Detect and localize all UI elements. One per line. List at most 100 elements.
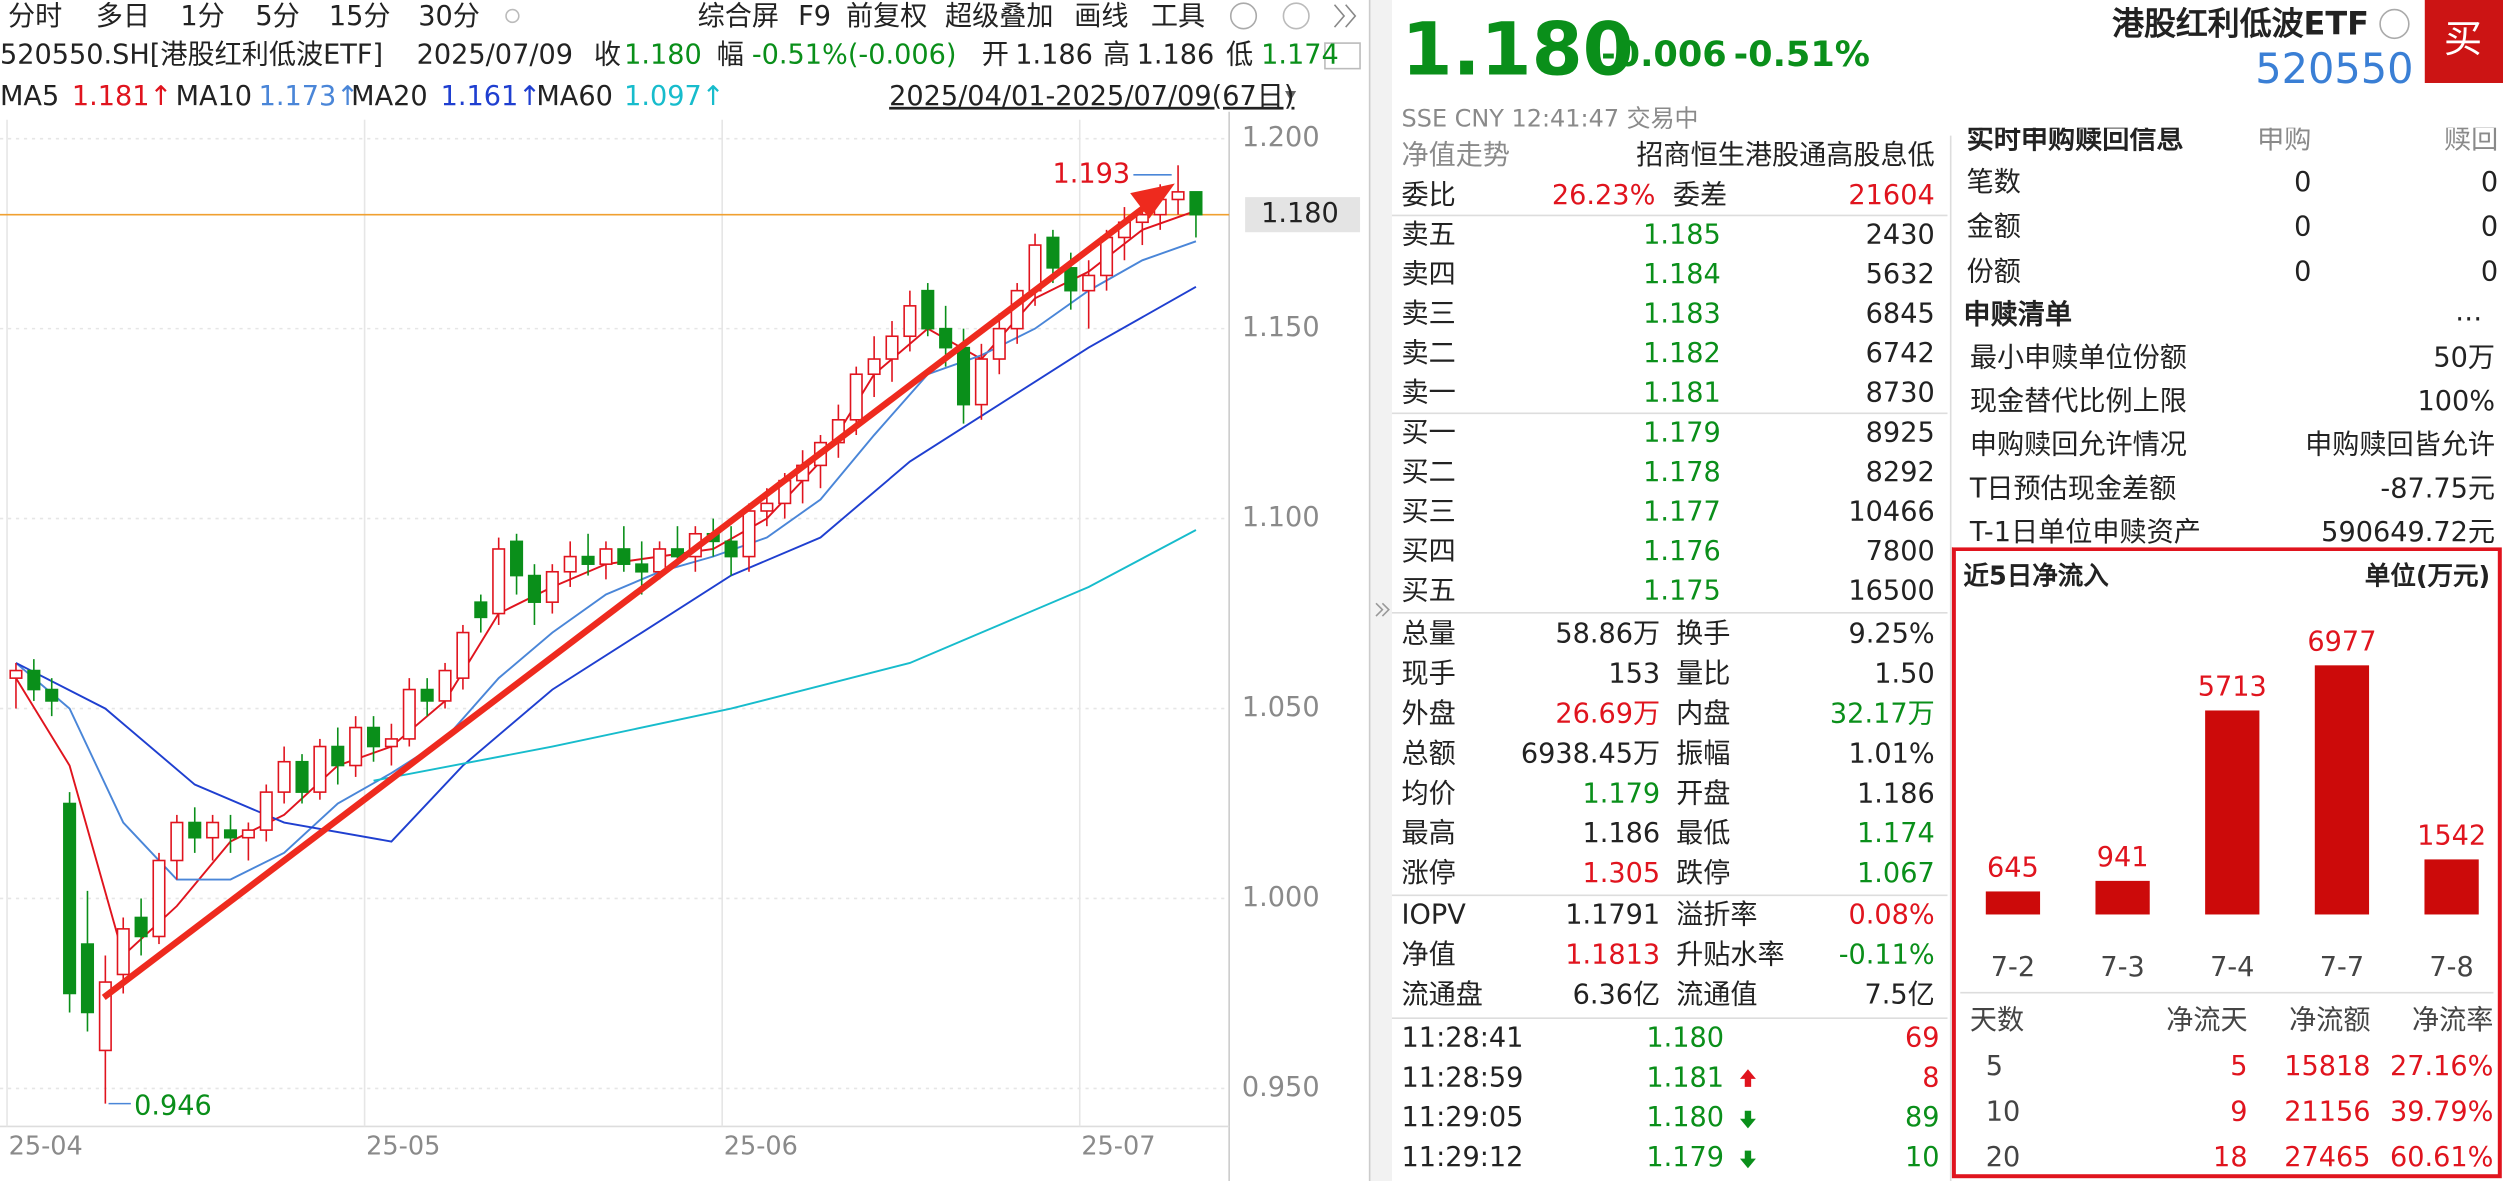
book-price: 1.178 bbox=[1643, 457, 1721, 488]
annotation-label: 0.946 bbox=[134, 1090, 212, 1121]
ma-legend-name: MA20 bbox=[351, 81, 427, 112]
candle-body bbox=[1135, 213, 1149, 224]
tool-button[interactable]: F9 bbox=[798, 1, 831, 32]
y-tick-label: 1.000 bbox=[1242, 882, 1320, 913]
period-tab[interactable]: 1分 bbox=[180, 1, 224, 32]
candle-body bbox=[27, 669, 41, 691]
stat-label: 总量 bbox=[1402, 619, 1456, 650]
y-tick-label: 1.150 bbox=[1242, 312, 1320, 343]
tool-button[interactable]: 超级叠加 bbox=[945, 1, 1054, 32]
stat-label: 换手 bbox=[1676, 619, 1730, 650]
annotation-label: 1.193 bbox=[1053, 158, 1131, 189]
book-level: 买四 bbox=[1402, 536, 1456, 567]
expand-icon[interactable] bbox=[1333, 4, 1357, 28]
help-icon[interactable] bbox=[1282, 2, 1310, 30]
trade-arrow bbox=[1739, 1110, 1756, 1129]
dropdown-icon[interactable] bbox=[1285, 90, 1297, 101]
table-cell: 18 bbox=[2213, 1142, 2248, 1173]
ma-legend-value: 1.173↑ bbox=[259, 81, 359, 112]
period-tab[interactable]: 5分 bbox=[255, 1, 299, 32]
stat-value: 0.08% bbox=[1849, 900, 1935, 931]
table-cell: 5 bbox=[2230, 1051, 2247, 1082]
row-value: 0 bbox=[2481, 167, 2498, 198]
x-tick-label: 7-4 bbox=[2210, 952, 2254, 983]
quote-close-label: 收 bbox=[594, 39, 621, 70]
row-label: 申购赎回允许情况 bbox=[1970, 430, 2187, 461]
x-tick-label: 25-04 bbox=[9, 1131, 83, 1161]
candle-body bbox=[617, 548, 631, 565]
tool-button[interactable]: 画线 bbox=[1074, 1, 1128, 32]
table-header: 净流天 bbox=[2166, 1005, 2247, 1036]
book-volume: 7800 bbox=[1866, 536, 1935, 567]
buy-button[interactable] bbox=[2424, 0, 2503, 83]
stat-value: 32.17万 bbox=[1830, 698, 1935, 729]
candle-body bbox=[241, 829, 255, 839]
collapse-icon[interactable] bbox=[1375, 602, 1390, 617]
range-label[interactable]: 2025/04/01-2025/07/09(67日) bbox=[889, 81, 1294, 112]
toolbar-icon[interactable] bbox=[505, 8, 520, 24]
book-price: 1.181 bbox=[1643, 377, 1721, 408]
row-label: 笔数 bbox=[1967, 167, 2021, 198]
book-level: 买二 bbox=[1402, 457, 1456, 488]
stat-label: 量比 bbox=[1676, 659, 1730, 690]
tool-button[interactable]: 工具 bbox=[1151, 1, 1205, 32]
candle-body bbox=[349, 726, 363, 767]
quote-low: 1.174 bbox=[1261, 39, 1339, 70]
stat-label: 总额 bbox=[1402, 738, 1456, 769]
stat-value: 1.1813 bbox=[1565, 939, 1660, 970]
quote-change: -0.51%(-0.006) bbox=[752, 39, 957, 70]
stat-label: IOPV bbox=[1402, 900, 1467, 931]
book-price: 1.185 bbox=[1643, 220, 1721, 251]
ma-legend-value: 1.097↑ bbox=[624, 81, 724, 112]
last-price-label: 1.180 bbox=[1261, 198, 1339, 229]
buy-label[interactable]: 买 bbox=[2444, 17, 2482, 62]
trade-price: 1.180 bbox=[1646, 1022, 1724, 1053]
row-value: 0 bbox=[2294, 256, 2311, 287]
trade-arrow bbox=[1739, 1150, 1756, 1169]
stat-value: 1.174 bbox=[1857, 818, 1935, 849]
ma-line bbox=[373, 529, 1197, 782]
period-tab[interactable]: 15分 bbox=[329, 1, 391, 32]
table-cell: 5 bbox=[1986, 1051, 2003, 1082]
info-icon[interactable] bbox=[2379, 8, 2410, 40]
bar-value-label: 645 bbox=[1987, 853, 2039, 884]
candle-body bbox=[903, 305, 917, 338]
candle-body bbox=[1189, 191, 1203, 216]
book-level: 卖一 bbox=[1402, 377, 1456, 408]
row-label: 金额 bbox=[1967, 212, 2021, 243]
candle-body bbox=[581, 555, 595, 565]
stat-value: 58.86万 bbox=[1555, 619, 1660, 650]
book-volume: 2430 bbox=[1866, 220, 1935, 251]
clip-cover bbox=[1952, 545, 2503, 548]
candle-body bbox=[867, 358, 881, 376]
row-value: 申购赎回皆允许 bbox=[2305, 430, 2495, 461]
book-volume: 10466 bbox=[1848, 496, 1934, 527]
period-tab[interactable]: 分时 bbox=[8, 1, 62, 32]
ratio-label: 委比 bbox=[1402, 180, 1456, 211]
row-label: 现金替代比例上限 bbox=[1970, 386, 2187, 417]
period-tab[interactable]: 30分 bbox=[418, 1, 480, 32]
tool-button[interactable]: 综合屏 bbox=[698, 1, 779, 32]
book-level: 买五 bbox=[1402, 575, 1456, 606]
stat-value: -0.11% bbox=[1839, 939, 1935, 970]
candle-body bbox=[1082, 274, 1096, 292]
candle-body bbox=[1046, 236, 1060, 269]
quote-open: 1.186 bbox=[1015, 39, 1093, 70]
candle-body bbox=[939, 327, 953, 349]
settings-icon[interactable] bbox=[1229, 2, 1258, 30]
candle-body bbox=[366, 726, 381, 748]
chart-title: 近5日净流入 bbox=[1963, 562, 2109, 592]
more-button[interactable]: … bbox=[2455, 296, 2482, 327]
candle-body bbox=[420, 688, 434, 702]
tool-button[interactable]: 前复权 bbox=[846, 1, 927, 32]
ma-legend-value: 1.161↑ bbox=[441, 81, 541, 112]
candle-body bbox=[98, 981, 112, 1052]
period-tab[interactable]: 多日 bbox=[96, 1, 150, 32]
highlight-box bbox=[1951, 547, 2502, 1179]
candle-body bbox=[295, 760, 309, 793]
wp-icon[interactable] bbox=[1324, 42, 1361, 70]
stat-label: 净值 bbox=[1402, 939, 1456, 970]
candle-body bbox=[956, 346, 971, 406]
